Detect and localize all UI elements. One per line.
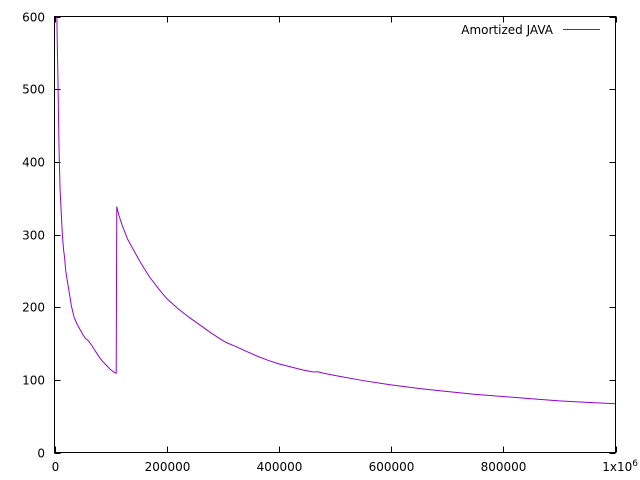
y-tick-label: 0 [37, 447, 45, 461]
series-line-amortized-java [56, 16, 616, 405]
x-tick-labels: 0 200000 400000 600000 800000 1x106 [52, 459, 639, 474]
x-tick-label: 600000 [369, 460, 415, 474]
x-tick-label: 1x106 [602, 459, 638, 474]
x-tick-label: 400000 [257, 460, 303, 474]
y-tick-label: 200 [22, 301, 45, 315]
x-tick-label: 0 [52, 460, 60, 474]
y-tick-labels: 0 100 200 300 400 500 600 [22, 11, 45, 461]
axis-ticks [54, 16, 617, 454]
y-tick-label: 300 [22, 229, 45, 243]
series-lines [56, 16, 616, 405]
y-tick-label: 500 [22, 83, 45, 97]
legend-label: Amortized JAVA [461, 23, 554, 37]
x-tick-label: 800000 [481, 460, 527, 474]
y-tick-label: 600 [22, 11, 45, 25]
y-tick-label: 400 [22, 156, 45, 170]
x-tick-label: 200000 [145, 460, 191, 474]
y-tick-label: 100 [22, 374, 45, 388]
plot-frame [54, 16, 616, 453]
legend: Amortized JAVA [461, 23, 600, 37]
